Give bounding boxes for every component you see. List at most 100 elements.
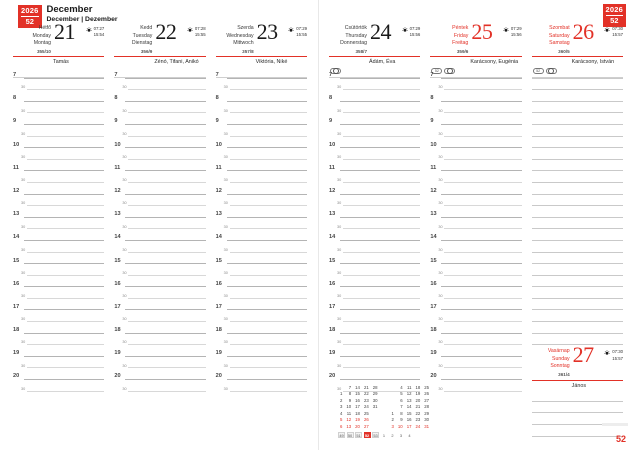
mini-day[interactable]: 29: [424, 410, 430, 416]
hour-slot-16-2[interactable]: 16: [216, 276, 307, 288]
mini-day[interactable]: 25: [363, 410, 369, 416]
mini-day[interactable]: 3: [340, 404, 343, 410]
halfhour-slot-12-2[interactable]: 30: [216, 195, 307, 207]
halfhour-slot-10-5[interactable]: [531, 148, 623, 160]
mini-day[interactable]: 28: [424, 404, 430, 410]
day-badge-1[interactable]: [545, 68, 557, 75]
hour-slot-17-3[interactable]: 17: [329, 299, 421, 311]
day-column-2[interactable]: Szerda Wednesday Mittwoch 357/8 23 07:29 15:55…: [211, 21, 312, 392]
halfhour-slot-19-5[interactable]: [531, 402, 623, 414]
mini-day[interactable]: 16: [406, 417, 412, 423]
halfhour-slot-20-2[interactable]: 30: [216, 380, 307, 392]
hour-slot-12-0[interactable]: 12: [13, 183, 105, 195]
mini-day[interactable]: 7: [348, 384, 352, 390]
hour-slot-16-0[interactable]: 16: [13, 276, 105, 288]
hour-slot-18-0[interactable]: 18: [13, 322, 105, 334]
day-column-0[interactable]: Hétfő Monday Montag 355/10 21 07:27 15:54 Tamás…: [8, 21, 109, 392]
hour-slot-14-2[interactable]: 14: [216, 229, 307, 241]
halfhour-slot-13-5[interactable]: [531, 218, 623, 230]
hour-slot-15-3[interactable]: 15: [329, 253, 421, 265]
hour-slot-17-1[interactable]: 17: [114, 299, 206, 311]
halfhour-slot-9-2[interactable]: 30: [216, 125, 307, 137]
hour-slot-15-1[interactable]: 15: [114, 253, 206, 265]
week-number-53[interactable]: 53: [372, 432, 379, 438]
halfhour-slot-8-4[interactable]: 30: [430, 102, 522, 114]
mini-day[interactable]: 4: [340, 410, 343, 416]
halfhour-slot-10-0[interactable]: 30: [13, 148, 105, 160]
hour-slot-10-1[interactable]: 10: [114, 137, 206, 149]
day-column-3[interactable]: Csütörtök Thursday Donnerstag 358/7 24 07:29 1…: [324, 21, 425, 437]
mini-day[interactable]: 23: [363, 397, 369, 403]
mini-day[interactable]: 22: [363, 391, 369, 397]
halfhour-slot-19-3[interactable]: 30: [329, 357, 421, 369]
hour-slot-8-3[interactable]: 8: [329, 90, 421, 102]
mini-day[interactable]: 24: [363, 404, 369, 410]
hour-slot-9-0[interactable]: 9: [13, 113, 105, 125]
hour-slot-16-3[interactable]: 16: [329, 276, 421, 288]
hour-slot-9-2[interactable]: 9: [216, 113, 307, 125]
halfhour-slot-16-4[interactable]: 30: [430, 287, 522, 299]
mini-day[interactable]: 10: [346, 404, 352, 410]
mini-day[interactable]: 15: [355, 391, 360, 397]
hour-slot-12-1[interactable]: 12: [114, 183, 206, 195]
hour-slot-15-5[interactable]: [531, 253, 623, 265]
halfhour-slot-7-0[interactable]: 30: [13, 79, 105, 91]
mini-day[interactable]: 17: [355, 404, 360, 410]
halfhour-slot-18-0[interactable]: 30: [13, 334, 105, 346]
halfhour-slot-14-3[interactable]: 30: [329, 241, 421, 253]
halfhour-slot-20-3[interactable]: 30: [329, 380, 421, 392]
halfhour-slot-20-1[interactable]: 30: [114, 380, 206, 392]
mini-day[interactable]: 23: [415, 417, 421, 423]
mini-day[interactable]: 14: [406, 404, 412, 410]
hour-slot-13-1[interactable]: 13: [114, 206, 206, 218]
hour-slot-8-2[interactable]: 8: [216, 90, 307, 102]
week-number-3[interactable]: 3: [399, 432, 403, 438]
hour-slot-11-3[interactable]: 11: [329, 160, 421, 172]
hour-grid-3[interactable]: 7 30 8 30 9 30 10 30 11 30 12 30 13 30 14 30 15 30 16 30 17 3…: [329, 67, 421, 392]
halfhour-slot-13-3[interactable]: 30: [329, 218, 421, 230]
halfhour-slot-12-5[interactable]: [531, 195, 623, 207]
hour-grid-1[interactable]: 7 30 8 30 9 30 10 30 11 30 12 30 13 30 14 30 15 30 16 30 17 3…: [114, 67, 206, 392]
halfhour-slot-11-1[interactable]: 30: [114, 171, 206, 183]
hour-grid-sunday[interactable]: [531, 390, 623, 437]
hour-slot-19-1[interactable]: 19: [114, 345, 206, 357]
halfhour-slot-15-4[interactable]: 30: [430, 264, 522, 276]
halfhour-slot-11-0[interactable]: 30: [13, 171, 105, 183]
halfhour-slot-17-4[interactable]: 30: [430, 310, 522, 323]
halfhour-slot-17-2[interactable]: 30: [216, 310, 307, 323]
hour-slot-19-3[interactable]: 19: [329, 345, 421, 357]
mini-day[interactable]: 30: [424, 417, 430, 423]
hour-slot-14-3[interactable]: 14: [329, 229, 421, 241]
halfhour-slot-15-5[interactable]: [531, 264, 623, 276]
mini-day[interactable]: 15: [406, 410, 412, 416]
hour-slot-7-0[interactable]: 7: [13, 67, 105, 79]
hour-slot-19-0[interactable]: 19: [13, 345, 105, 357]
mini-day[interactable]: 22: [415, 410, 421, 416]
mini-day[interactable]: 8: [400, 410, 403, 416]
mini-day[interactable]: 29: [372, 391, 378, 397]
hour-slot-14-1[interactable]: 14: [114, 229, 206, 241]
mini-day[interactable]: 30: [372, 397, 378, 403]
halfhour-slot-8-2[interactable]: 30: [216, 102, 307, 114]
mini-day[interactable]: 17: [406, 423, 412, 429]
halfhour-slot-13-2[interactable]: 30: [216, 218, 307, 230]
halfhour-slot-7-5[interactable]: [531, 79, 623, 91]
hour-slot-8-5[interactable]: [531, 90, 623, 102]
halfhour-slot-19-0[interactable]: 30: [13, 357, 105, 369]
hour-slot-14-5[interactable]: [531, 229, 623, 241]
hour-grid-2[interactable]: 7 30 8 30 9 30 10 30 11 30 12 30 13 30 14 30 15 30 16 30 17 3…: [216, 67, 307, 392]
halfhour-slot-18-1[interactable]: 30: [114, 334, 206, 346]
hour-slot-12-5[interactable]: [531, 183, 623, 195]
hour-slot-13-0[interactable]: 13: [13, 206, 105, 218]
hour-slot-14-4[interactable]: 14: [430, 229, 522, 241]
hour-grid-4[interactable]: 7 30 8 30 9 30 10 30 11 30 12 30 13 30 14 30 15 30 16 30 17 3…: [430, 67, 522, 392]
mini-day[interactable]: 12: [406, 391, 412, 397]
halfhour-slot-10-4[interactable]: 30: [430, 148, 522, 160]
halfhour-slot-16-2[interactable]: 30: [216, 287, 307, 299]
mini-day[interactable]: 12: [346, 417, 352, 423]
week-number-50[interactable]: 50: [346, 432, 354, 438]
hour-slot-7-2[interactable]: 7: [216, 67, 307, 79]
mini-day[interactable]: 31: [372, 404, 378, 410]
mini-day[interactable]: 13: [346, 423, 352, 429]
halfhour-slot-17-1[interactable]: 30: [114, 310, 206, 323]
